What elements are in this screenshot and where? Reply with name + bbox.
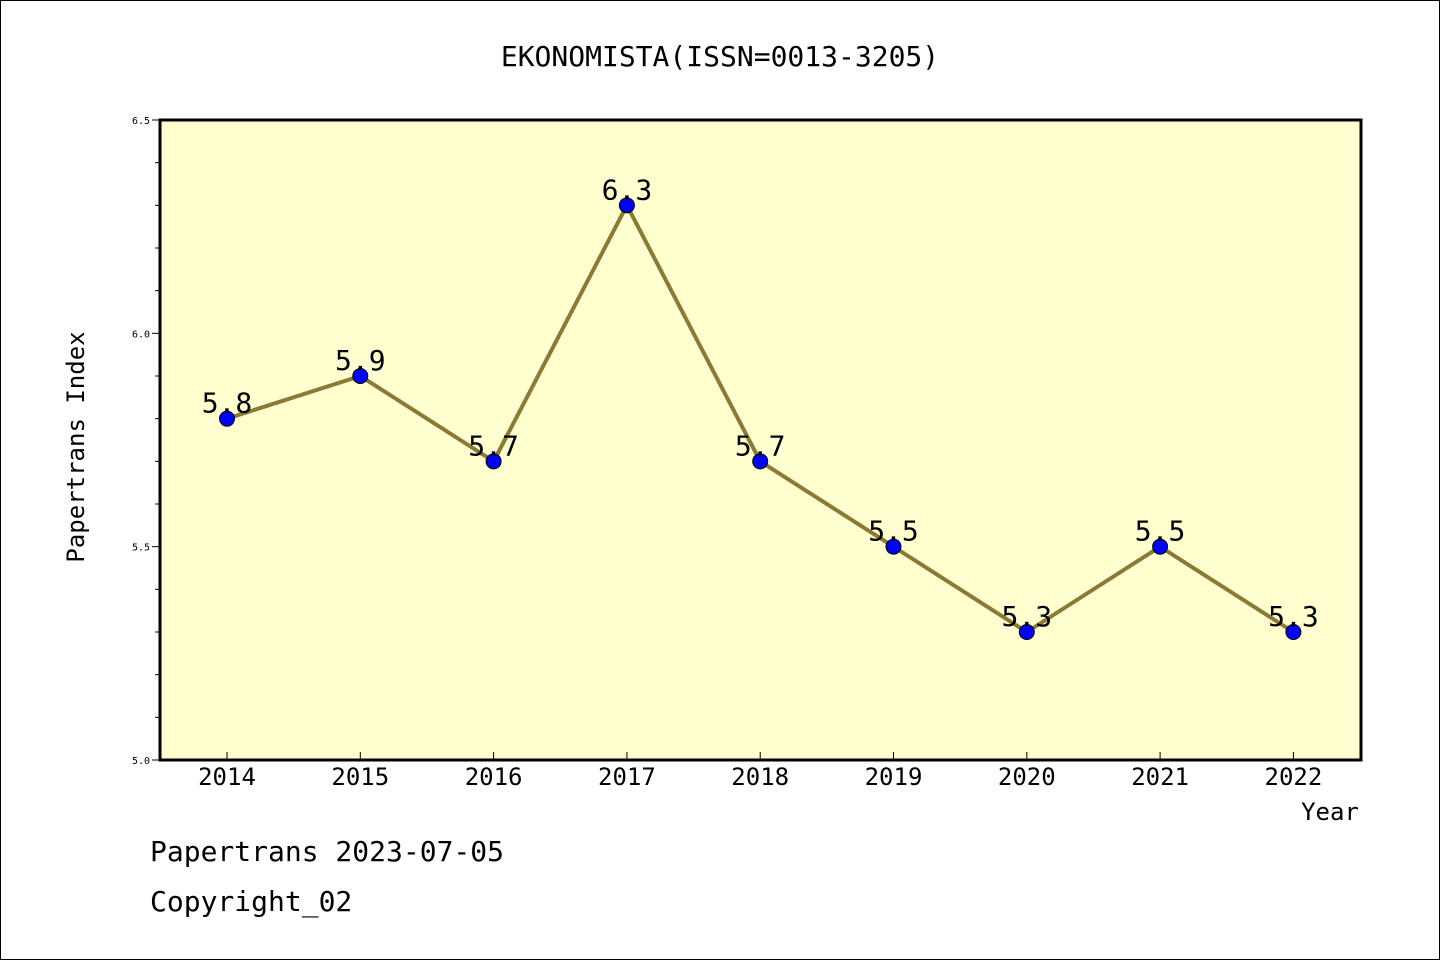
x-tick-label: 2021 <box>1131 763 1189 791</box>
data-point <box>618 197 635 214</box>
data-point <box>885 538 902 555</box>
data-point <box>352 368 369 384</box>
data-point <box>752 453 769 470</box>
data-label: 5.5 <box>868 515 919 548</box>
y-tick-label: 5.0 <box>132 756 150 767</box>
y-tick-label: 6.5 <box>132 116 150 127</box>
data-label: 5.5 <box>1135 515 1186 548</box>
series-group: 5.8 5.9 5.7 6.3 5.7 5.5 5.3 5.5 5.3 <box>202 173 1319 640</box>
x-tick-label: 2022 <box>1265 763 1323 791</box>
x-tick-label: 2019 <box>865 763 923 791</box>
y-axis: 5.0 5.5 6.0 6.5 <box>132 116 160 767</box>
data-label: 5.3 <box>1002 600 1053 633</box>
x-tick-label: 2018 <box>731 763 789 791</box>
data-point <box>1285 624 1302 640</box>
data-point <box>485 453 502 470</box>
x-axis: 2014 2015 2016 2017 2018 2019 2020 2021 2022 <box>198 752 1322 791</box>
plot-area <box>158 118 1363 762</box>
x-tick-label: 2014 <box>198 763 256 791</box>
x-tick-label: 2016 <box>465 763 523 791</box>
footer-date: Papertrans 2023-07-05 <box>150 835 505 868</box>
y-axis-label: Papertrans Index <box>62 331 90 562</box>
y-tick-label: 6.0 <box>132 329 150 340</box>
data-label: 5.9 <box>335 344 386 377</box>
data-label: 6.3 <box>602 173 653 206</box>
data-point <box>1018 624 1035 640</box>
x-tick-label: 2015 <box>331 763 389 791</box>
data-label: 5.3 <box>1268 600 1319 633</box>
data-point <box>1152 538 1169 555</box>
chart-title: EKONOMISTA(ISSN=0013-3205) <box>501 40 939 73</box>
x-tick-label: 2017 <box>598 763 656 791</box>
y-tick-label: 5.5 <box>132 543 150 554</box>
data-label: 5.7 <box>735 429 786 462</box>
x-axis-label: Year <box>1301 798 1359 826</box>
data-point <box>219 410 235 427</box>
data-label: 5.8 <box>202 387 253 420</box>
footer-copyright: Copyright_02 <box>150 885 353 918</box>
data-label: 5.7 <box>468 429 519 462</box>
x-tick-label: 2020 <box>998 763 1056 791</box>
